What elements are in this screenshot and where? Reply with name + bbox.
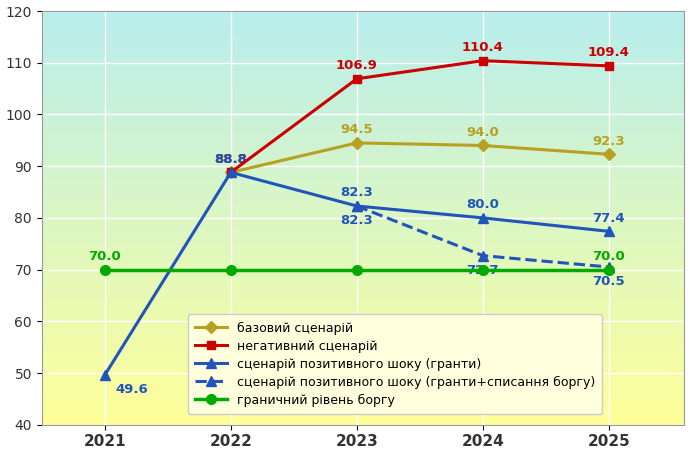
Text: 82.3: 82.3 xyxy=(340,214,373,227)
Text: 88.8: 88.8 xyxy=(215,153,247,166)
Text: 92.3: 92.3 xyxy=(593,135,625,147)
Text: 88.8: 88.8 xyxy=(215,153,247,166)
Text: 94.5: 94.5 xyxy=(340,123,373,136)
Text: 106.9: 106.9 xyxy=(336,59,377,72)
Text: 70.0: 70.0 xyxy=(593,250,625,263)
Text: 109.4: 109.4 xyxy=(588,46,630,59)
Text: 70.5: 70.5 xyxy=(593,275,625,288)
Text: 70.0: 70.0 xyxy=(88,250,121,263)
Text: 80.0: 80.0 xyxy=(466,198,500,211)
Text: 88.8: 88.8 xyxy=(215,153,247,166)
Text: 72.7: 72.7 xyxy=(466,264,499,277)
Text: 77.4: 77.4 xyxy=(593,212,625,225)
Text: 49.6: 49.6 xyxy=(116,383,148,396)
Text: 94.0: 94.0 xyxy=(466,126,499,139)
Legend: базовий сценарій, негативний сценарій, сценарій позитивного шоку (гранти), сцена: базовий сценарій, негативний сценарій, с… xyxy=(188,314,602,415)
Text: 110.4: 110.4 xyxy=(462,41,504,54)
Text: 82.3: 82.3 xyxy=(340,186,373,199)
